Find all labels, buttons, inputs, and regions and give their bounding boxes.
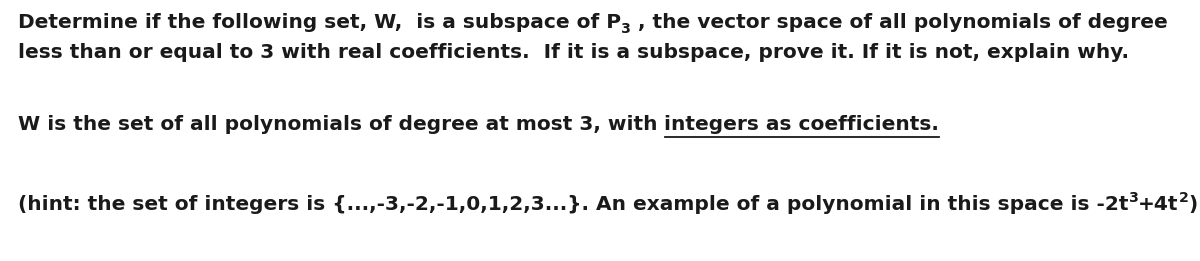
Text: W is the set of all polynomials of degree at most 3, with: W is the set of all polynomials of degre… — [18, 115, 665, 134]
Text: +4t: +4t — [1139, 195, 1178, 214]
Text: (hint: the set of integers is {...,-3,-2,-1,0,1,2,3...}. An example of a polynom: (hint: the set of integers is {...,-3,-2… — [18, 195, 1128, 214]
Text: Determine if the following set, W,  is a subspace of P: Determine if the following set, W, is a … — [18, 13, 622, 32]
Text: 3: 3 — [1128, 191, 1139, 205]
Text: 2: 2 — [1178, 191, 1189, 205]
Text: 3: 3 — [622, 22, 631, 36]
Text: integers as coefficients.: integers as coefficients. — [665, 115, 940, 134]
Text: less than or equal to 3 with real coefficients.  If it is a subspace, prove it. : less than or equal to 3 with real coeffi… — [18, 43, 1129, 62]
Text: , the vector space of all polynomials of degree: , the vector space of all polynomials of… — [631, 13, 1168, 32]
Text: ): ) — [1189, 195, 1198, 214]
